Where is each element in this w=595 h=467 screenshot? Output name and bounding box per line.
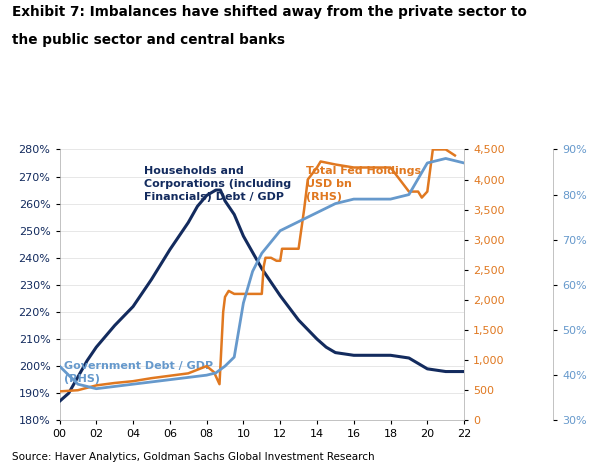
Text: the public sector and central banks: the public sector and central banks — [12, 33, 285, 47]
Text: Households and
Corporations (including
Financials) Debt / GDP: Households and Corporations (including F… — [145, 166, 292, 202]
Text: Total Fed Holdings
USD bn
(RHS): Total Fed Holdings USD bn (RHS) — [306, 166, 421, 202]
Text: Source: Haver Analytics, Goldman Sachs Global Investment Research: Source: Haver Analytics, Goldman Sachs G… — [12, 453, 374, 462]
Text: Government Debt / GDP
(RHS): Government Debt / GDP (RHS) — [64, 361, 212, 384]
Text: Exhibit 7: Imbalances have shifted away from the private sector to: Exhibit 7: Imbalances have shifted away … — [12, 5, 527, 19]
